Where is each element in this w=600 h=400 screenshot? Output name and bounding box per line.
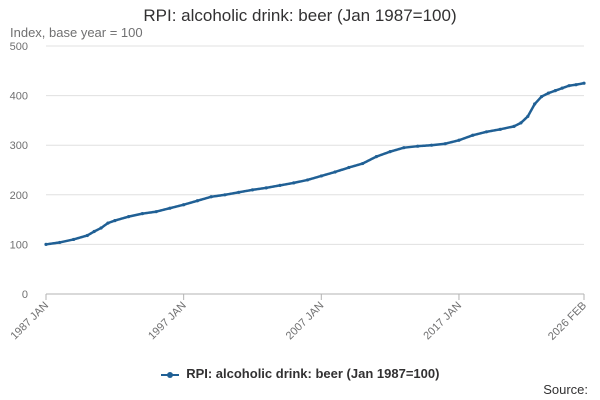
data-point[interactable] <box>85 233 89 238</box>
data-point[interactable] <box>140 212 144 216</box>
legend-marker-icon <box>160 369 179 381</box>
data-point[interactable] <box>553 89 557 93</box>
y-tick-label: 100 <box>10 239 28 251</box>
data-point[interactable] <box>278 183 282 187</box>
data-point[interactable] <box>113 218 117 223</box>
data-point[interactable] <box>264 186 268 190</box>
data-point[interactable] <box>99 226 103 230</box>
series-layer <box>44 81 586 246</box>
y-tick-label: 0 <box>22 289 28 301</box>
data-point[interactable] <box>388 150 392 154</box>
data-point[interactable] <box>292 181 296 185</box>
data-point[interactable] <box>574 83 578 87</box>
y-tick-label: 300 <box>10 140 28 152</box>
data-point[interactable] <box>567 84 571 88</box>
data-point[interactable] <box>402 146 406 150</box>
data-point[interactable] <box>237 190 241 194</box>
y-axis-label: Index, base year = 100 <box>10 25 143 40</box>
axes: 0 100 200 300 400 500 1987 JAN 1997 JAN 2007 JAN… <box>8 41 589 343</box>
data-point[interactable] <box>195 199 200 203</box>
data-point[interactable] <box>512 124 516 128</box>
data-point[interactable] <box>58 240 62 245</box>
data-point[interactable] <box>209 195 213 199</box>
data-point[interactable] <box>546 91 551 95</box>
data-point[interactable] <box>443 142 447 146</box>
data-point[interactable] <box>319 174 323 178</box>
data-point[interactable] <box>533 102 537 106</box>
data-point[interactable] <box>168 206 172 210</box>
data-point[interactable] <box>560 86 564 90</box>
data-point[interactable] <box>429 143 434 147</box>
data-point[interactable] <box>457 138 461 142</box>
data-point[interactable] <box>71 237 76 242</box>
data-point[interactable] <box>519 121 523 125</box>
series-line[interactable] <box>44 81 586 246</box>
x-tick-label: 2026 FEB <box>546 300 589 343</box>
data-point[interactable] <box>539 94 544 99</box>
data-point[interactable] <box>44 242 48 246</box>
data-point[interactable] <box>333 170 337 174</box>
y-tick-label: 500 <box>10 41 28 53</box>
x-tick-label: 1997 JAN <box>146 300 189 343</box>
x-tick-label: 2017 JAN <box>421 300 464 343</box>
data-point[interactable] <box>471 133 475 137</box>
y-tick-label: 200 <box>10 190 28 202</box>
x-tick-label: 2007 JAN <box>284 300 327 343</box>
data-point[interactable] <box>223 193 227 197</box>
legend-label: RPI: alcoholic drink: beer (Jan 1987=100… <box>186 366 440 381</box>
data-point[interactable] <box>305 178 310 182</box>
gridlines <box>46 45 584 245</box>
data-point[interactable] <box>498 127 502 131</box>
data-point[interactable] <box>582 81 586 85</box>
data-point[interactable] <box>92 229 96 234</box>
data-point[interactable] <box>106 221 110 225</box>
data-point[interactable] <box>126 215 131 219</box>
data-point[interactable] <box>182 203 186 207</box>
data-point[interactable] <box>250 188 255 192</box>
data-point[interactable] <box>374 155 378 159</box>
chart-title: RPI: alcoholic drink: beer (Jan 1987=100… <box>143 6 457 25</box>
data-point[interactable] <box>484 130 489 134</box>
data-point[interactable] <box>526 114 530 119</box>
data-point[interactable] <box>347 165 351 170</box>
data-point[interactable] <box>416 144 420 148</box>
y-tick-label: 400 <box>10 91 28 103</box>
source-label: Source: <box>543 382 588 397</box>
data-point[interactable] <box>361 161 365 166</box>
data-point[interactable] <box>154 210 158 214</box>
x-tick-label: 1987 JAN <box>8 300 51 343</box>
legend[interactable]: RPI: alcoholic drink: beer (Jan 1987=100… <box>0 366 600 381</box>
